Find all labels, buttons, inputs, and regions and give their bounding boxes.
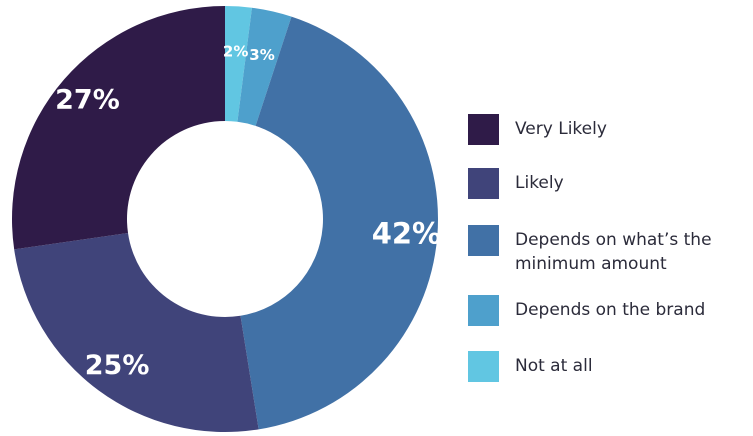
legend-swatch (468, 351, 499, 382)
slice-depends-on-the-brand (237, 7, 292, 126)
legend-label: Very Likely (515, 119, 607, 139)
legend-label: Depends on the brand (515, 300, 706, 320)
donut-chart: 2% 3% 42% 25% 27% (11, 6, 441, 432)
slice-very-likely (11, 6, 225, 250)
slice-depends-on-what-s-the-minimum-amount (240, 16, 439, 430)
legend-swatch (468, 168, 499, 199)
slice-labels: 2% 3% 42% 25% 27% (55, 42, 441, 381)
legend-item-not-at-all: Not at all (468, 351, 751, 382)
slice-not-at-all (225, 6, 252, 122)
slice-value-label: 25% (85, 350, 150, 381)
legend-label: Likely (515, 173, 564, 193)
legend-swatch (468, 225, 499, 256)
slice-value-label: 2% (223, 42, 248, 60)
legend-swatch (468, 295, 499, 326)
slice-value-label: 42% (372, 216, 441, 250)
legend-item-depends-minimum: Depends on what’s the minimum amount (468, 225, 751, 276)
legend-item-very-likely: Very Likely (468, 114, 751, 145)
legend-item-depends-brand: Depends on the brand (468, 295, 751, 326)
legend-label: Depends on what’s the minimum amount (515, 230, 712, 274)
donut-slices (11, 6, 439, 432)
slice-likely (14, 232, 259, 432)
slice-value-label: 27% (55, 84, 120, 115)
slice-value-label: 3% (249, 46, 274, 64)
legend-label: Not at all (515, 356, 593, 376)
legend-swatch (468, 114, 499, 145)
legend-item-likely: Likely (468, 168, 751, 199)
